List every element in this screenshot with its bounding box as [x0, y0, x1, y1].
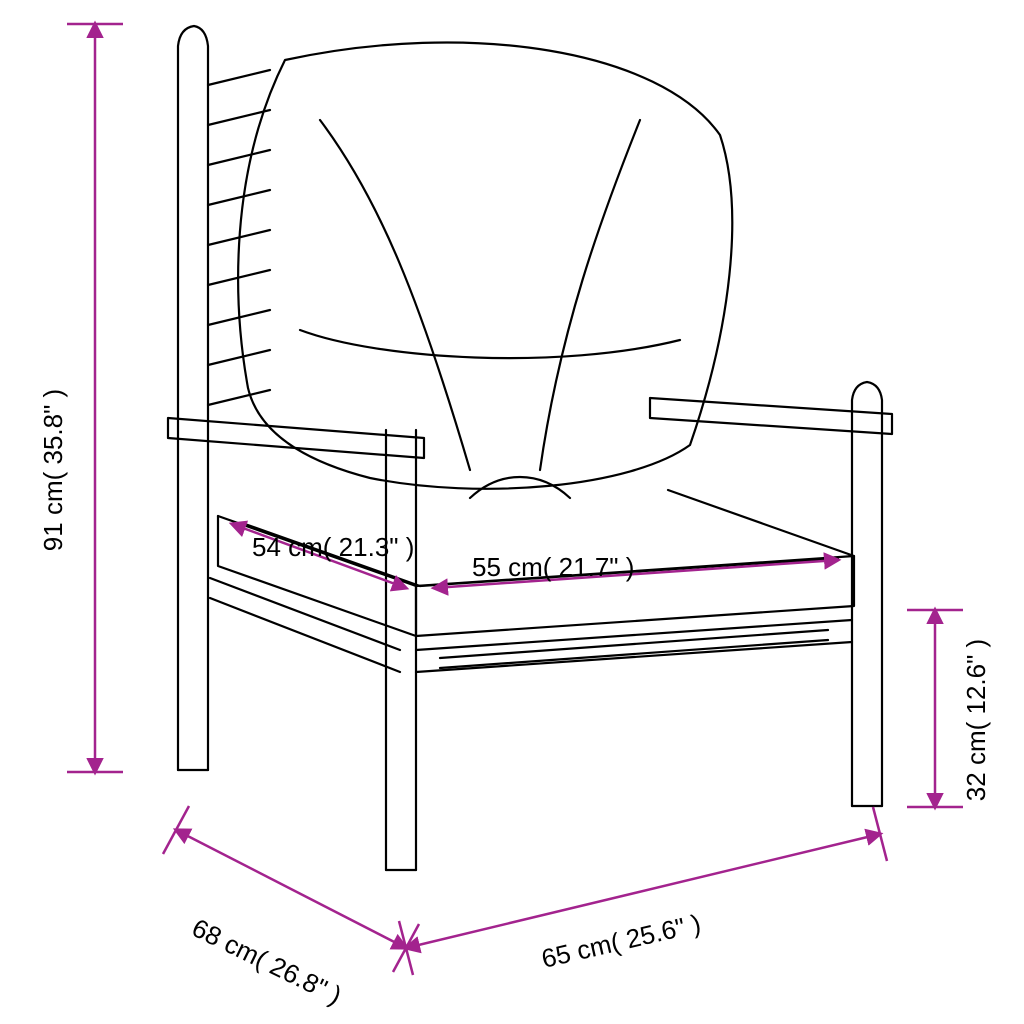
label-seat-height: 32 cm( 12.6" ) — [961, 639, 991, 801]
dim-depth-total — [163, 806, 419, 972]
label-depth-total: 68 cm( 26.8" ) — [187, 912, 346, 1010]
chair-dimension-diagram: 91 cm( 35.8" ) 32 cm( 12.6" ) 54 cm( 21.… — [0, 0, 1024, 1024]
dimension-lines — [67, 24, 963, 975]
chair-drawing — [168, 26, 892, 870]
dim-height-total — [67, 24, 123, 772]
label-seat-width: 55 cm( 21.7" ) — [472, 552, 634, 582]
label-width-total: 65 cm( 25.6" ) — [539, 908, 704, 974]
label-seat-depth: 54 cm( 21.3" ) — [252, 532, 414, 562]
dimension-labels: 91 cm( 35.8" ) 32 cm( 12.6" ) 54 cm( 21.… — [38, 389, 991, 1011]
dim-seat-height — [907, 610, 963, 807]
label-height-total: 91 cm( 35.8" ) — [38, 389, 68, 551]
